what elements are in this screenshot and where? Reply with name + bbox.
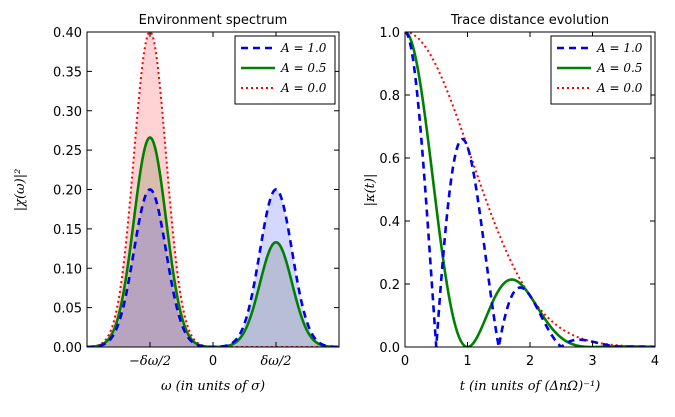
trace-title: Trace distance evolution (450, 13, 609, 28)
spectrum-legend: A = 1.0 A = 0.5 A = 0.0 (234, 35, 336, 105)
spectrum-area-A=1.0 (87, 189, 339, 347)
spectrum-ytick-label: 0.15 (53, 223, 82, 238)
trace-xlabel: t (in units of (ΔnΩ)⁻¹) (460, 379, 601, 394)
spectrum-ytick-label: 0.20 (53, 184, 82, 199)
spectrum-xtick-label: 0 (209, 354, 217, 369)
spectrum-ytick-label: 0.05 (53, 302, 82, 317)
spectrum-title: Environment spectrum (139, 13, 288, 28)
trace-ticks: 0.0 0.2 0.4 0.6 0.8 1.0 0 1 2 3 4 (379, 26, 659, 369)
spectrum-area-A=0.0 (87, 32, 339, 347)
legend-label: A = 0.5 (280, 61, 326, 75)
trace-xtick-label: 1 (463, 354, 471, 369)
trace-xtick-label: 2 (526, 354, 534, 369)
trace-line-A=1.0 (405, 32, 655, 347)
spectrum-panel: Environment spectrum 0.00 0.05 0.10 0.15 0.2… (13, 13, 340, 394)
spectrum-ytick-label: 0.30 (53, 105, 82, 120)
legend-label: A = 1.0 (596, 41, 643, 55)
trace-ytick-label: 0.2 (379, 278, 400, 293)
spectrum-ytick-label: 0.35 (53, 65, 82, 80)
spectrum-ytick-label: 0.00 (53, 341, 82, 356)
legend-label: A = 1.0 (280, 41, 327, 55)
trace-xtick-label: 0 (401, 354, 409, 369)
trace-lines (405, 32, 655, 347)
legend-label: A = 0.0 (596, 81, 643, 95)
legend-label: A = 0.5 (596, 61, 642, 75)
spectrum-ticks: 0.00 0.05 0.10 0.15 0.20 0.25 0.30 0.35 0.40 −δω/… (53, 26, 339, 369)
trace-ytick-label: 0.0 (379, 341, 400, 356)
spectrum-xlabel: ω (in units of σ) (161, 379, 265, 394)
spectrum-xtick-label: δω/2 (260, 354, 291, 369)
trace-ytick-label: 0.8 (379, 89, 400, 104)
spectrum-line-A=0.0 (87, 32, 339, 347)
spectrum-xtick-label: −δω/2 (129, 354, 171, 369)
spectrum-ylabel: |χ(ω)|² (13, 169, 28, 212)
spectrum-legend-box (234, 35, 336, 105)
trace-xtick-label: 3 (588, 354, 596, 369)
spectrum-ytick-label: 0.10 (53, 262, 82, 277)
trace-panel: Trace distance evolution 0.0 0.2 0.4 0.6 0.8… (363, 13, 659, 394)
trace-ytick-label: 1.0 (379, 26, 400, 41)
trace-legend-box (550, 35, 652, 105)
trace-ytick-label: 0.6 (379, 152, 400, 167)
trace-ytick-label: 0.4 (379, 215, 400, 230)
trace-legend: A = 1.0 A = 0.5 A = 0.0 (550, 35, 652, 105)
trace-ylabel: |κ(t)| (363, 174, 378, 207)
legend-label: A = 0.0 (280, 81, 327, 95)
spectrum-ytick-label: 0.40 (53, 26, 82, 41)
spectrum-ytick-label: 0.25 (53, 144, 82, 159)
trace-xtick-label: 4 (651, 354, 659, 369)
